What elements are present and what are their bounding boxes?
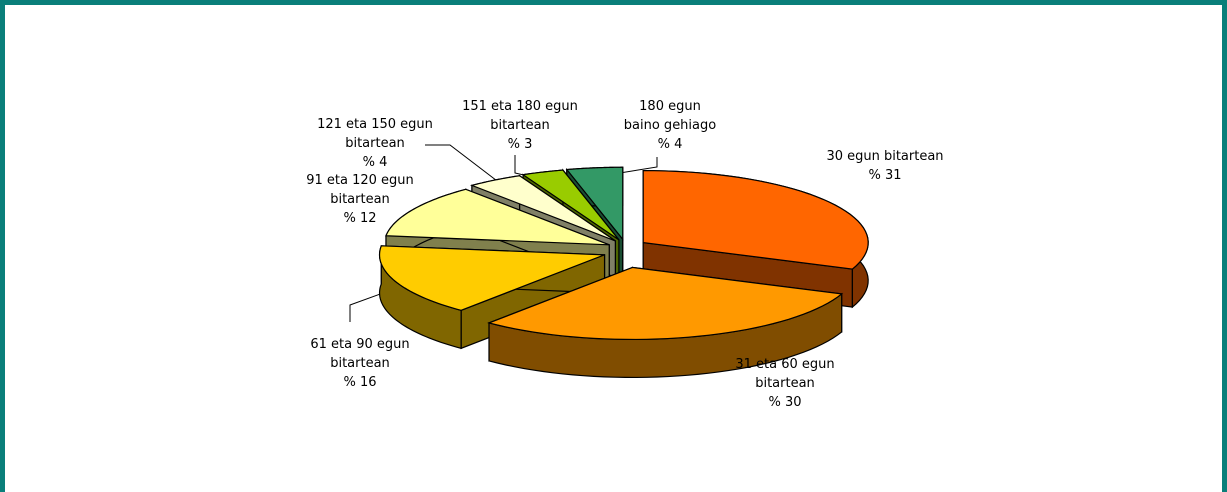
slice-value-label: % 31: [868, 168, 902, 183]
slice-label: 30 egun bitartean: [826, 149, 944, 164]
slice-label: 61 eta 90 egun bitartean: [310, 337, 410, 371]
pie-slice: [487, 266, 844, 379]
chart: [349, 144, 869, 379]
slice-value-label: % 4: [362, 155, 388, 170]
slice-face: [642, 169, 869, 270]
slice-value-label: % 30: [768, 395, 802, 410]
slice-face: [469, 175, 616, 242]
slice-value-label: % 4: [657, 137, 683, 152]
slice-label: 180 egun baino gehiago: [623, 99, 717, 133]
slice-face: [521, 169, 620, 241]
slice-label: 91 eta 120 egun bitartean: [306, 173, 414, 207]
slice-face: [385, 188, 610, 246]
leader-line: [425, 144, 506, 188]
slice-value-label: % 12: [343, 211, 377, 226]
slice-value-label: % 16: [343, 375, 377, 390]
slice-value-label: % 3: [507, 137, 533, 152]
pie-slice: [378, 245, 606, 350]
slice-label: 121 eta 150 egun bitartean: [317, 117, 433, 151]
slice-label: 31 eta 60 egun bitartean: [735, 357, 835, 391]
slice-face: [378, 245, 605, 311]
slice-face: [487, 266, 844, 341]
slice-label: 151 eta 180 egun bitartean: [462, 99, 578, 133]
slice-face: [565, 166, 624, 241]
